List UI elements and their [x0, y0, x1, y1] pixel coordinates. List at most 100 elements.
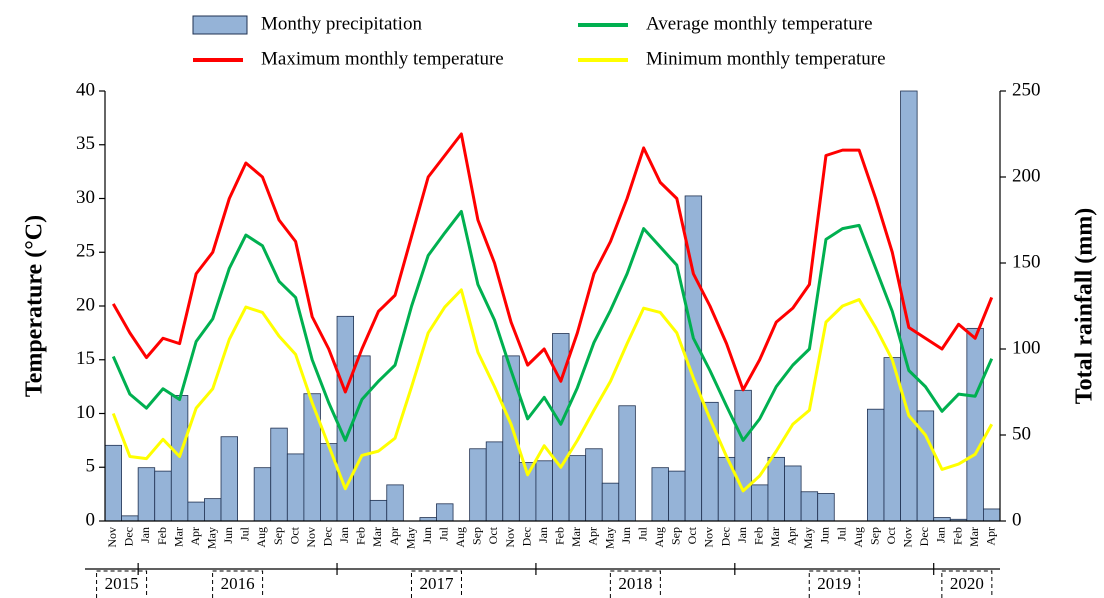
bar: [187, 501, 205, 522]
x-tick-label: Jun: [420, 527, 434, 544]
bar: [867, 408, 885, 522]
x-tick-label: Dec: [917, 527, 931, 546]
year-label: 2019: [817, 574, 851, 593]
year-label: 2020: [950, 574, 984, 593]
x-tick-label: Aug: [652, 527, 666, 548]
bar: [966, 327, 984, 522]
x-tick-label: Dec: [519, 527, 533, 546]
x-tick-label: Jan: [138, 527, 152, 543]
bar: [618, 405, 636, 522]
x-tick-label: Nov: [304, 527, 318, 548]
x-tick-label: Jan: [536, 527, 550, 543]
bar: [270, 427, 288, 522]
year-box: [609, 570, 661, 598]
bar: [170, 395, 189, 522]
bar: [369, 499, 388, 522]
x-tick-label: May: [801, 527, 815, 549]
x-tick-label: Sep: [271, 527, 285, 545]
x-tick-label: Nov: [105, 527, 119, 548]
legend-swatch: [192, 15, 248, 35]
legend-label: Average monthly temperature: [646, 13, 873, 34]
line: [111, 209, 994, 442]
bar: [535, 460, 553, 522]
year-label: 2015: [105, 574, 139, 593]
y-tick-label: 40: [76, 79, 95, 100]
y2-tick-label: 250: [1012, 79, 1041, 100]
x-tick-label: Jan: [337, 527, 351, 543]
bar: [800, 491, 819, 522]
x-tick-label: Nov: [901, 527, 915, 548]
bar: [784, 465, 802, 522]
x-tick-label: Apr: [785, 527, 799, 546]
bar: [734, 389, 752, 522]
x-tick-label: Apr: [188, 527, 202, 546]
y2-tick-label: 0: [1012, 509, 1022, 530]
x-tick-label: Apr: [586, 527, 600, 546]
bar: [750, 484, 769, 522]
x-tick-label: Feb: [950, 527, 964, 545]
bar: [983, 508, 1001, 522]
y2-tick-label: 50: [1012, 423, 1031, 444]
year-label: 2018: [618, 574, 652, 593]
x-tick-label: Oct: [486, 526, 500, 544]
y2-tick-label: 100: [1012, 337, 1041, 358]
bar: [651, 467, 669, 522]
x-tick-label: Nov: [503, 527, 517, 548]
year-box: [96, 570, 148, 598]
bar: [303, 393, 321, 522]
legend-label: Maximum monthly temperature: [261, 48, 504, 69]
x-tick-label: Jun: [818, 527, 832, 544]
bar: [436, 503, 454, 522]
x-tick-label: Mar: [967, 527, 981, 547]
line: [111, 288, 994, 493]
x-tick-label: Jan: [735, 527, 749, 543]
y2-tick-label: 200: [1012, 165, 1041, 186]
x-tick-label: Mar: [569, 527, 583, 547]
bar: [104, 444, 122, 522]
bar: [568, 455, 587, 522]
y-tick-label: 20: [76, 294, 95, 315]
bar: [336, 315, 355, 522]
x-tick-label: Sep: [669, 527, 683, 545]
y-tick-label: 5: [86, 456, 96, 477]
bar: [320, 443, 338, 522]
bar: [121, 515, 139, 522]
year-label: 2016: [221, 574, 255, 593]
y-tick-label: 30: [76, 187, 95, 208]
x-tick-label: Aug: [453, 527, 467, 548]
x-tick-label: Dec: [321, 527, 335, 546]
y-tick-label: 10: [76, 402, 95, 423]
x-tick-label: Aug: [851, 527, 865, 548]
x-tick-label: Oct: [884, 526, 898, 544]
x-tick-label: Sep: [470, 527, 484, 545]
bar: [585, 448, 603, 522]
y2-tick-label: 150: [1012, 251, 1041, 272]
bar: [137, 467, 156, 522]
x-tick-label: Sep: [867, 527, 881, 545]
bar: [601, 482, 620, 522]
year-box: [212, 570, 264, 598]
x-tick-label: Mar: [768, 527, 782, 547]
x-tick-label: May: [204, 527, 218, 549]
x-tick-label: May: [403, 527, 417, 549]
year-box: [410, 570, 462, 598]
year-label: 2017: [419, 574, 454, 593]
x-tick-label: Oct: [685, 526, 699, 544]
bar: [253, 467, 272, 522]
year-box: [808, 570, 860, 598]
bar: [154, 470, 172, 522]
y-tick-label: 0: [86, 509, 96, 530]
bar: [469, 448, 487, 522]
x-tick-label: Jul: [238, 526, 252, 541]
x-tick-label: Feb: [751, 527, 765, 545]
y2-axis-title: Total rainfall (mm): [1072, 208, 1098, 404]
y-tick-label: 25: [76, 241, 95, 262]
x-tick-label: Aug: [254, 527, 268, 548]
bar: [286, 453, 305, 522]
bar: [353, 355, 371, 522]
legend-label: Monthy precipitation: [261, 13, 422, 34]
x-tick-label: Mar: [171, 527, 185, 547]
x-tick-label: Jul: [834, 526, 848, 541]
x-tick-label: Jan: [934, 527, 948, 543]
